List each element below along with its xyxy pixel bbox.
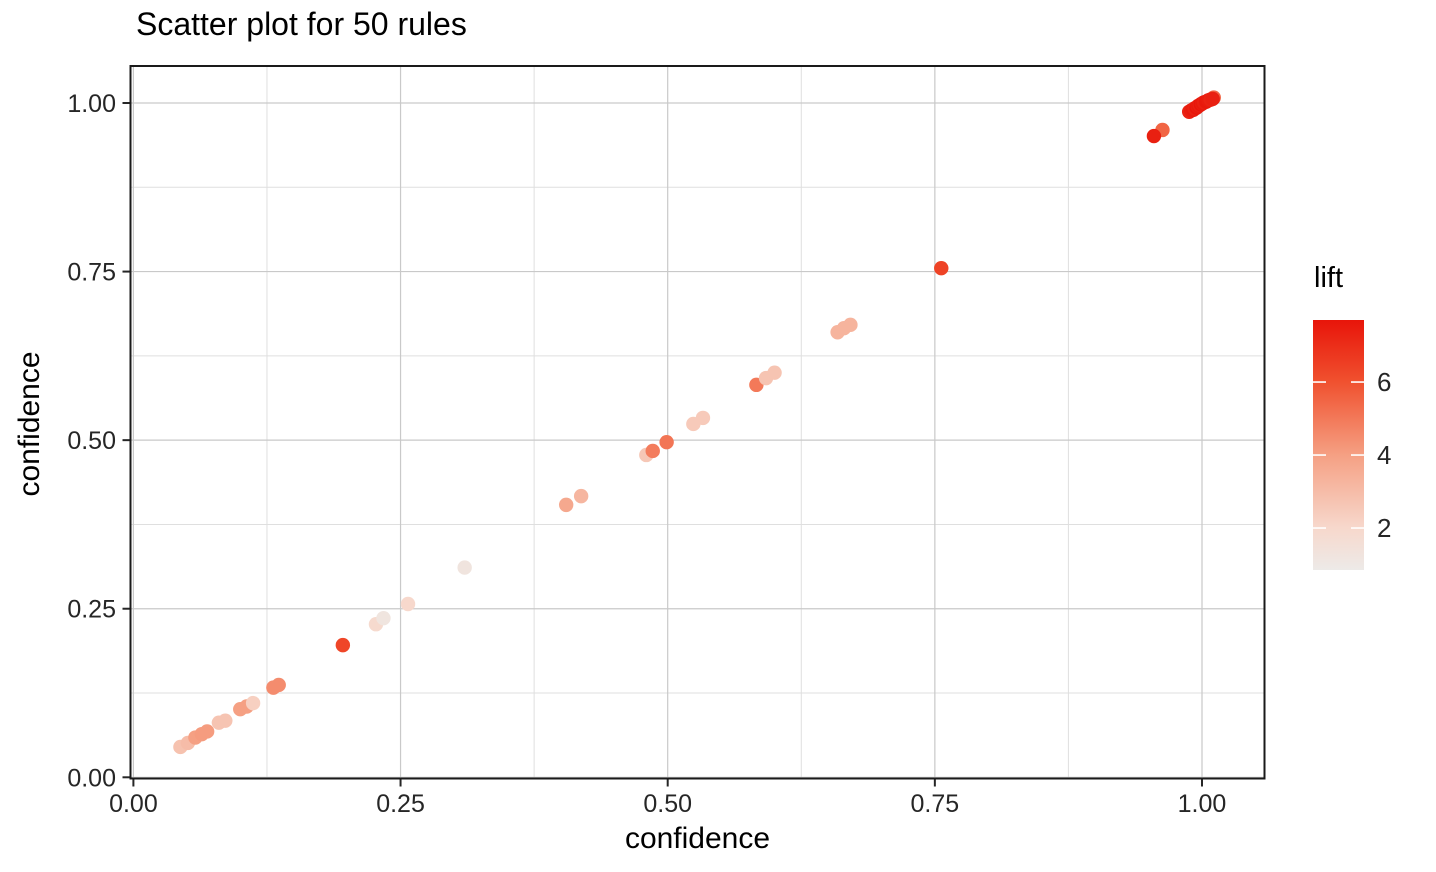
legend-colorbar <box>1313 320 1364 570</box>
panel-border <box>129 65 1266 780</box>
y-tick-label: 0.25 <box>67 596 116 624</box>
data-point <box>1146 128 1162 144</box>
data-point <box>457 560 472 575</box>
y-tick-label: 1.00 <box>67 90 116 118</box>
data-point <box>843 317 858 333</box>
x-tick-label: 0.50 <box>643 790 692 818</box>
data-point <box>271 677 286 693</box>
data-point <box>695 410 711 426</box>
data-point <box>1205 91 1220 107</box>
x-tick-label: 0.00 <box>109 790 158 818</box>
data-point <box>199 724 215 739</box>
x-tick-label: 0.75 <box>911 790 960 818</box>
data-point <box>934 261 949 276</box>
chart-title: Scatter plot for 50 rules <box>136 6 467 42</box>
y-tick-label: 0.75 <box>67 259 116 287</box>
y-tick-label: 0.50 <box>67 427 116 455</box>
data-point <box>335 637 351 653</box>
data-point <box>645 443 660 459</box>
x-tick-label: 0.25 <box>376 790 425 818</box>
data-point <box>558 497 574 513</box>
data-point <box>400 596 416 612</box>
data-point <box>659 434 674 450</box>
data-point <box>767 365 782 380</box>
legend-tick-label: 2 <box>1377 513 1391 543</box>
data-point <box>218 713 233 728</box>
y-tick-label: 0.00 <box>67 764 116 792</box>
x-axis-title: confidence <box>624 822 771 855</box>
y-axis-title: confidence <box>13 351 46 497</box>
legend-tick-label: 4 <box>1377 440 1391 470</box>
data-point <box>245 695 261 711</box>
data-point <box>573 488 589 504</box>
legend-title: lift <box>1314 262 1343 294</box>
data-point <box>376 610 391 626</box>
x-tick-label: 1.00 <box>1178 790 1227 818</box>
legend-tick-label: 6 <box>1377 367 1391 397</box>
